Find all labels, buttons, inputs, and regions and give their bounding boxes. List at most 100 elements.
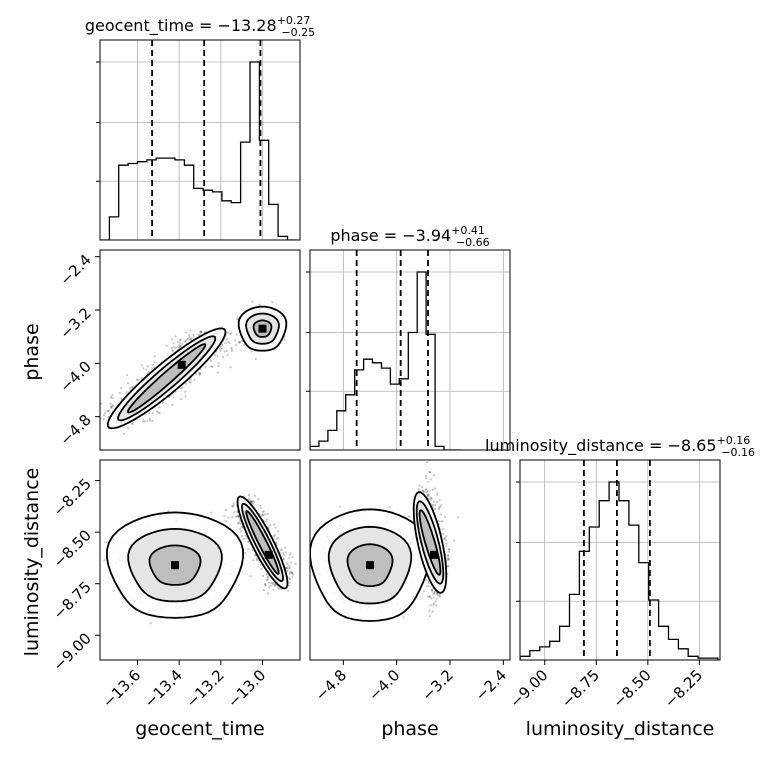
sample-point: [426, 493, 429, 496]
scatter-panel-phase-vs-luminosity-distance: [309, 459, 511, 661]
sample-point: [437, 508, 440, 511]
title-luminosity-distance-median: −8.65: [667, 436, 716, 455]
sample-point: [244, 534, 247, 538]
sample-point: [438, 499, 441, 502]
sample-point: [223, 350, 226, 353]
contour-geocent-time-vs-luminosity-distance-1-2: [245, 510, 280, 575]
sample-point: [131, 422, 134, 425]
contour-geocent-time-vs-phase-0-0: [106, 327, 227, 430]
scatter-panel-geocent-time-vs-phase: [99, 249, 301, 451]
sample-point: [435, 501, 438, 504]
sample-point: [426, 490, 429, 493]
sample-point: [140, 364, 143, 367]
sample-point: [103, 412, 106, 415]
sample-point: [447, 557, 450, 560]
sample-point: [219, 349, 222, 352]
sample-point: [199, 368, 202, 371]
sample-point: [288, 564, 291, 568]
sample-point: [170, 346, 174, 349]
sample-point: [172, 396, 175, 399]
histogram-panel-geocent-time: [96, 39, 301, 241]
sample-point: [185, 331, 188, 334]
sample-point: [286, 569, 289, 573]
sample-point: [447, 548, 450, 551]
contour-phase-vs-luminosity-distance-0-0: [310, 508, 431, 622]
sample-point: [198, 371, 202, 375]
scatter-panel-geocent-time-vs-luminosity-distance: [99, 459, 301, 661]
sample-point: [172, 342, 175, 345]
sample-point: [151, 363, 154, 366]
sample-point: [178, 339, 181, 342]
sample-point: [165, 344, 168, 347]
sample-point: [150, 367, 154, 370]
sample-point: [266, 575, 269, 578]
sample-point: [441, 520, 444, 523]
sample-point: [261, 514, 264, 517]
sample-point: [239, 530, 242, 533]
sample-point: [183, 340, 187, 343]
sample-point: [431, 588, 434, 591]
scatter-content-geocent-time-vs-phase: [100, 300, 288, 435]
sample-point: [272, 588, 275, 591]
title-phase-upper: +0.41: [451, 224, 485, 237]
density-peak-geocent-time-vs-luminosity-distance-1: [264, 550, 273, 559]
sample-point: [229, 332, 232, 335]
sample-point: [273, 584, 276, 587]
sample-point: [239, 527, 242, 531]
sample-point: [235, 343, 238, 347]
histogram-geocent-time: [100, 61, 297, 240]
sample-point: [109, 405, 112, 408]
sample-point: [149, 419, 152, 422]
sample-point: [432, 603, 435, 607]
contour-geocent-time-vs-luminosity-distance-0-0: [105, 511, 245, 619]
sample-point: [425, 477, 428, 480]
sample-point: [153, 361, 156, 364]
density-peak-phase-vs-luminosity-distance-1: [430, 550, 438, 559]
sample-point: [230, 346, 233, 349]
sample-point: [430, 588, 433, 592]
sample-point: [258, 303, 261, 306]
sample-point: [275, 542, 278, 545]
sample-point: [220, 347, 223, 350]
sample-point: [198, 371, 201, 374]
density-peak-geocent-time-vs-luminosity-distance-0: [171, 561, 179, 570]
sample-point: [178, 344, 181, 347]
sample-point: [426, 495, 430, 498]
sample-point: [436, 491, 439, 494]
sample-point: [427, 494, 430, 497]
sample-point: [437, 519, 440, 522]
contour-geocent-time-vs-phase-0-1: [117, 335, 217, 422]
sample-point: [125, 391, 128, 394]
sample-point: [247, 548, 250, 551]
sample-point: [255, 558, 259, 562]
sample-point: [210, 511, 213, 514]
sample-point: [442, 533, 445, 536]
sample-point: [104, 541, 107, 544]
sample-point: [271, 301, 274, 304]
sample-point: [268, 586, 271, 589]
sample-point: [431, 590, 434, 593]
sample-point: [434, 507, 437, 510]
sample-point: [434, 600, 437, 603]
sample-point: [424, 488, 427, 491]
sample-point: [237, 515, 240, 518]
sample-point: [287, 567, 290, 570]
sample-point: [100, 402, 103, 405]
sample-point: [232, 504, 235, 507]
sample-point: [240, 526, 243, 529]
sample-point: [240, 339, 244, 343]
sample-point: [277, 587, 280, 590]
sample-point: [153, 355, 156, 358]
sample-point: [269, 584, 272, 587]
sample-point: [439, 520, 442, 523]
title-luminosity-distance-lower: −0.16: [721, 446, 755, 459]
sample-point: [447, 558, 450, 561]
sample-point: [430, 497, 433, 500]
sample-point: [247, 494, 251, 497]
sample-point: [226, 338, 229, 341]
sample-point: [423, 490, 426, 493]
sample-point: [288, 566, 291, 569]
sample-point: [178, 346, 181, 349]
sample-point: [264, 584, 267, 587]
sample-point: [254, 554, 257, 558]
